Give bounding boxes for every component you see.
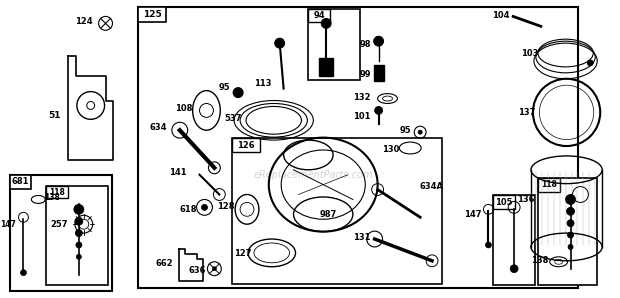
- Circle shape: [75, 217, 83, 225]
- Bar: [308, 9, 360, 80]
- Bar: [9, 175, 112, 291]
- Text: 131: 131: [353, 232, 371, 242]
- Circle shape: [567, 207, 575, 215]
- Text: 138: 138: [531, 256, 549, 265]
- Bar: [46, 186, 107, 285]
- Text: 95: 95: [400, 126, 411, 135]
- Text: eReplacementParts.com: eReplacementParts.com: [254, 170, 373, 180]
- Text: 987: 987: [319, 210, 337, 219]
- Text: 634: 634: [149, 123, 167, 132]
- Bar: [138, 7, 166, 22]
- Text: 147: 147: [464, 210, 482, 219]
- Bar: [138, 7, 578, 288]
- Text: 537: 537: [224, 114, 242, 123]
- Bar: [232, 138, 442, 283]
- Text: 99: 99: [359, 70, 371, 79]
- Text: 104: 104: [492, 11, 509, 20]
- Circle shape: [20, 270, 27, 276]
- Text: 138: 138: [44, 193, 60, 202]
- Text: 636: 636: [189, 266, 206, 275]
- Bar: [46, 186, 68, 198]
- Text: 101: 101: [353, 112, 371, 121]
- Circle shape: [587, 60, 593, 66]
- Bar: [319, 58, 333, 76]
- Text: 113: 113: [254, 79, 272, 88]
- Text: 141: 141: [169, 168, 187, 177]
- Circle shape: [485, 242, 492, 248]
- Text: 130: 130: [382, 145, 399, 154]
- Bar: [538, 178, 597, 285]
- Bar: [374, 65, 384, 81]
- Text: 124: 124: [75, 17, 93, 26]
- Text: 108: 108: [175, 104, 193, 113]
- Bar: [232, 138, 260, 152]
- Circle shape: [418, 130, 422, 134]
- Text: 105: 105: [495, 198, 513, 207]
- Circle shape: [76, 242, 82, 248]
- Circle shape: [510, 265, 518, 273]
- Text: 681: 681: [12, 177, 29, 186]
- Circle shape: [213, 267, 216, 271]
- Bar: [308, 9, 330, 22]
- Text: 127: 127: [234, 249, 252, 258]
- Text: 662: 662: [155, 259, 173, 268]
- Text: 95: 95: [219, 83, 230, 92]
- Circle shape: [76, 254, 81, 259]
- Bar: [538, 178, 560, 192]
- Text: 137: 137: [518, 108, 535, 117]
- Text: 128: 128: [216, 202, 234, 211]
- Circle shape: [76, 230, 82, 237]
- Text: 118: 118: [541, 180, 557, 189]
- Text: 94: 94: [314, 11, 325, 20]
- Circle shape: [565, 195, 575, 204]
- Circle shape: [74, 204, 84, 214]
- Bar: [9, 175, 32, 189]
- Circle shape: [374, 106, 383, 114]
- Circle shape: [567, 220, 574, 227]
- Circle shape: [567, 232, 574, 238]
- Text: 634A: 634A: [419, 182, 443, 191]
- Circle shape: [202, 204, 208, 210]
- Bar: [494, 195, 535, 285]
- Text: 51: 51: [48, 111, 61, 120]
- Text: 126: 126: [237, 141, 255, 150]
- Text: 98: 98: [359, 40, 371, 49]
- Text: 118: 118: [49, 188, 65, 197]
- Text: 618: 618: [179, 205, 197, 214]
- Circle shape: [568, 244, 573, 249]
- Text: 125: 125: [143, 10, 161, 19]
- Text: 136: 136: [518, 195, 535, 204]
- Circle shape: [275, 38, 285, 48]
- Circle shape: [233, 88, 243, 97]
- Circle shape: [374, 36, 384, 46]
- Text: 147: 147: [1, 220, 17, 229]
- Text: 132: 132: [353, 93, 371, 102]
- Circle shape: [321, 18, 331, 28]
- Text: 103: 103: [521, 49, 539, 58]
- Bar: [494, 195, 515, 209]
- Text: 257: 257: [50, 220, 68, 229]
